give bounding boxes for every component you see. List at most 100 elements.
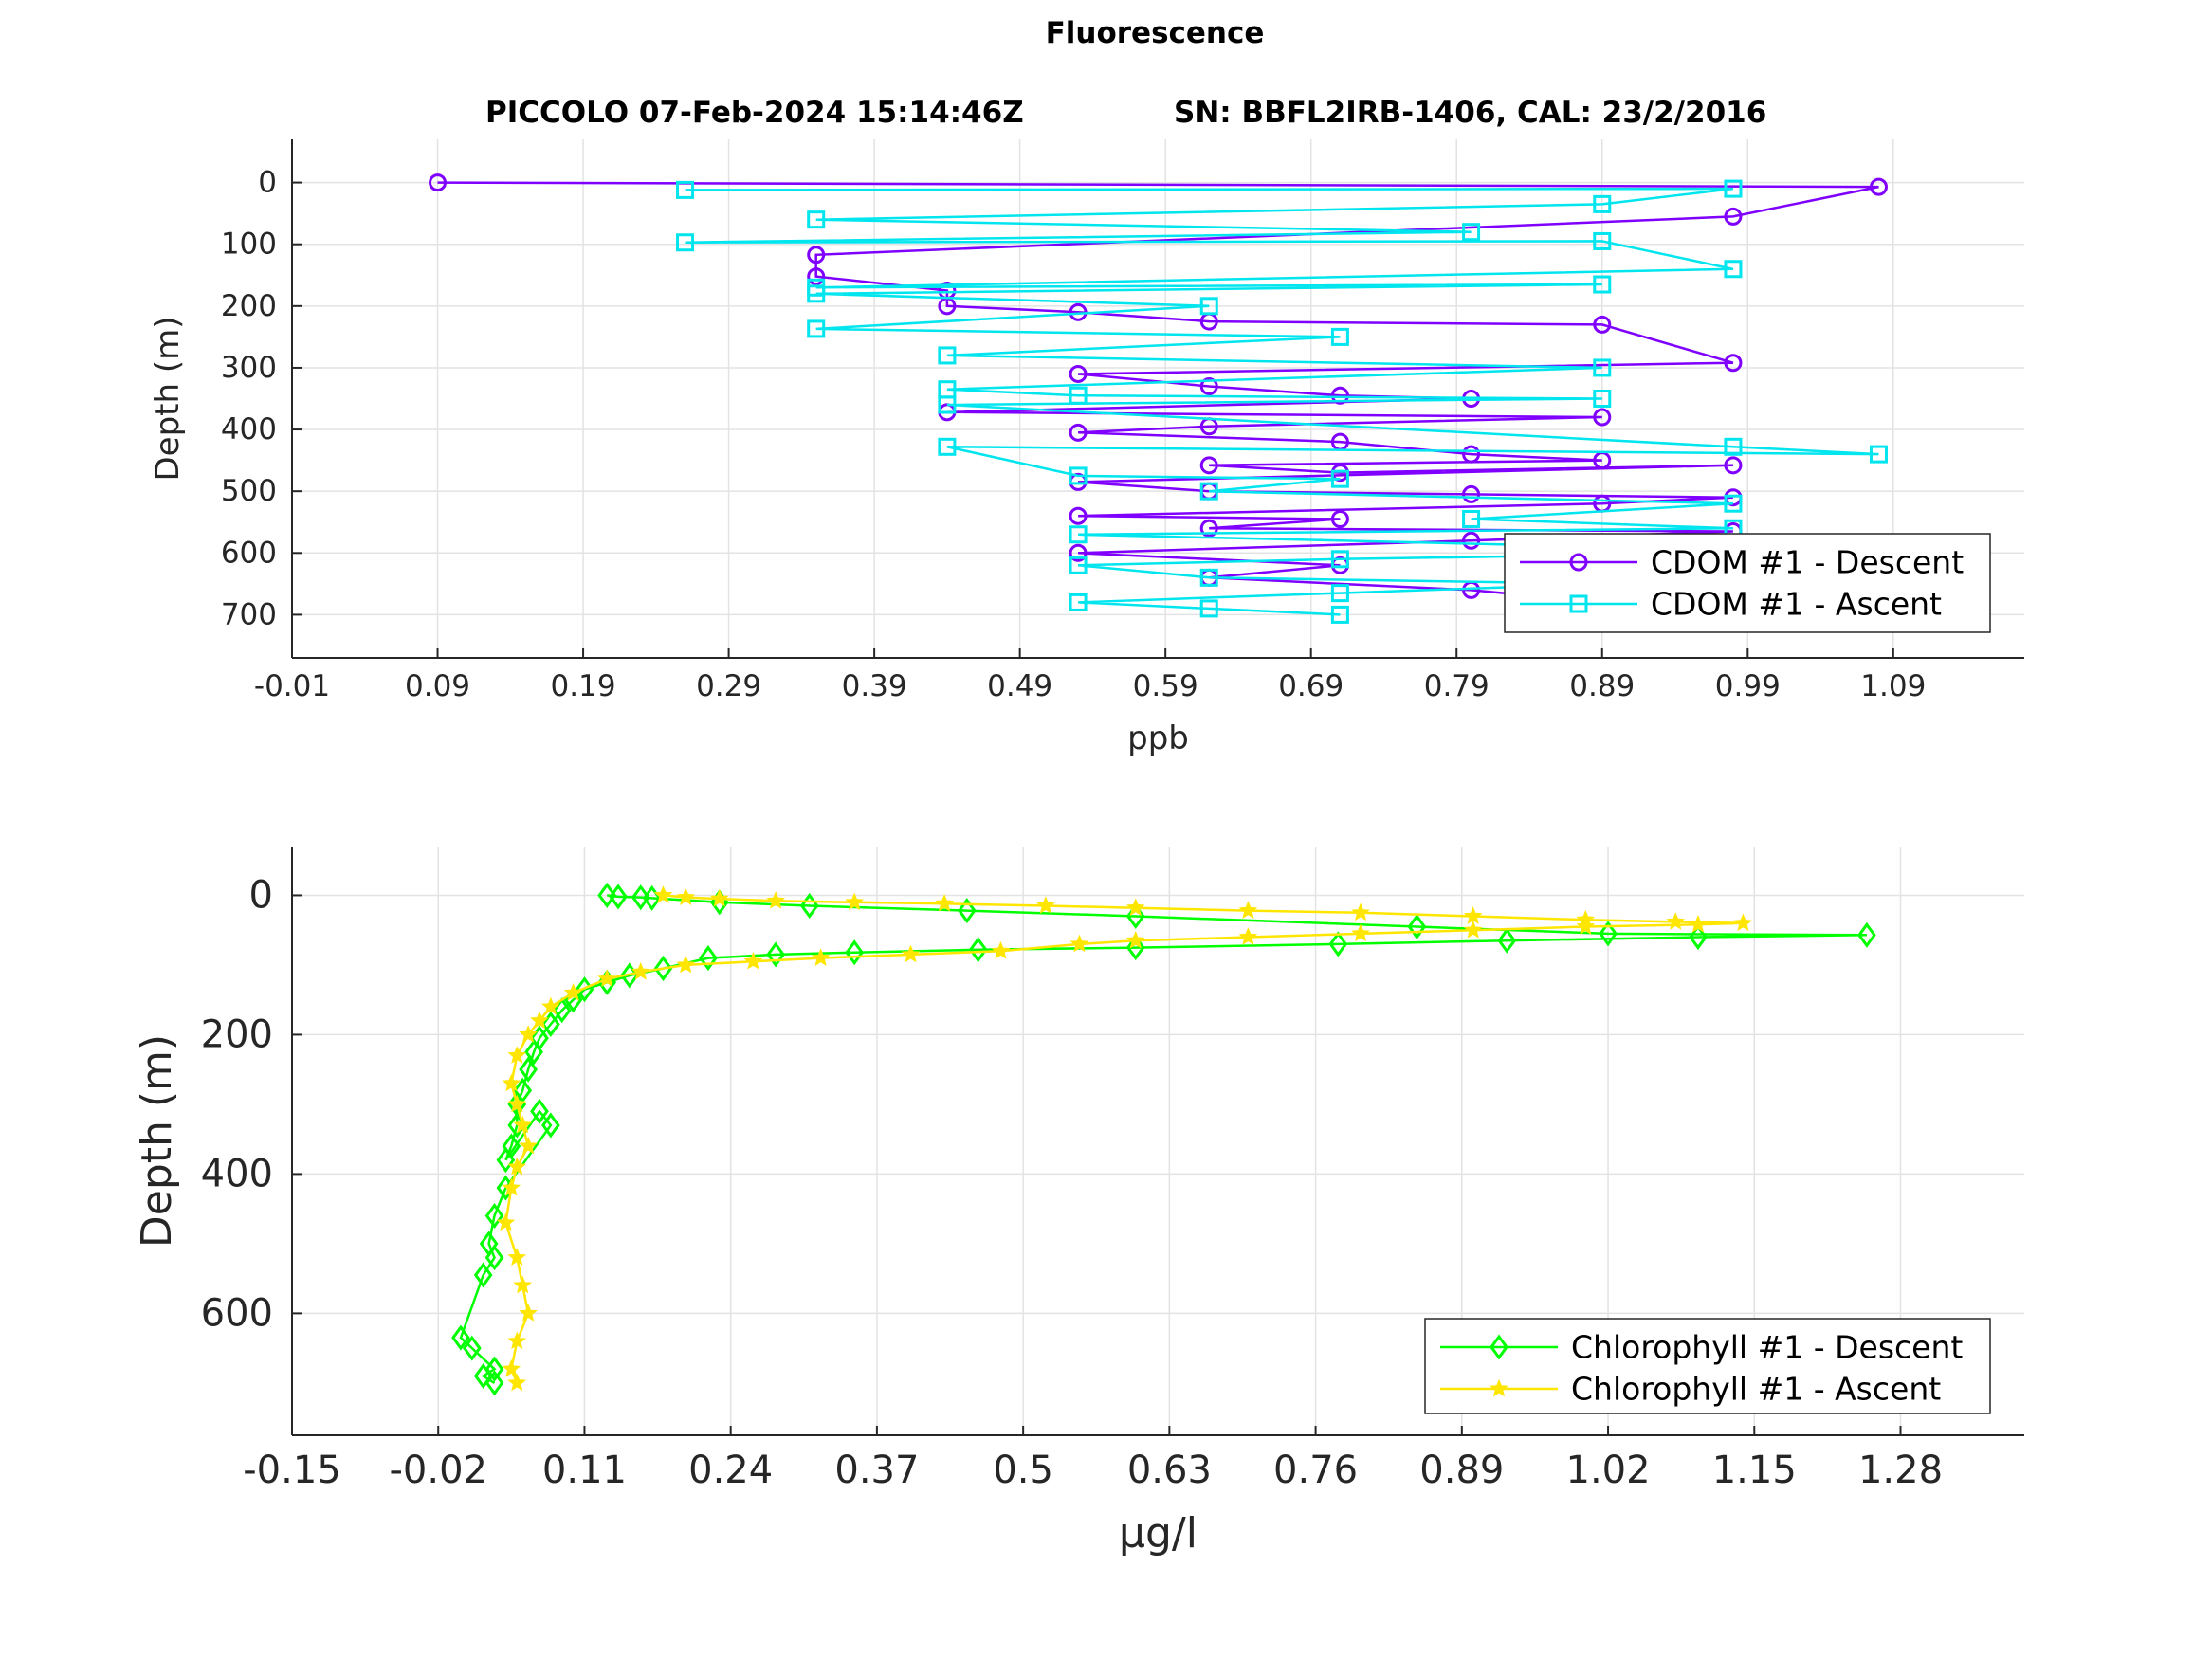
data-point [968,937,988,963]
data-point [519,1136,538,1155]
data-point [1593,390,1612,408]
data-point [1330,509,1349,528]
x-tick-label: -0.15 [243,1449,341,1492]
data-point [807,210,826,229]
data-point [1593,231,1612,250]
data-point [1407,913,1427,940]
data-point [957,898,977,924]
data-point [1593,408,1612,427]
data-point [1330,327,1349,346]
legend-marker [1490,1378,1508,1397]
data-point [1069,934,1089,953]
legend-label: Chlorophyll #1 - Ascent [1571,1371,1941,1408]
data-point [1069,525,1088,544]
data-point [938,395,957,414]
data-point [541,996,560,1015]
legend-marker [1490,1334,1508,1360]
data-point [1125,935,1145,961]
x-tick-label: 0.09 [405,669,470,703]
data-point [484,1370,504,1396]
data-point [541,1011,560,1037]
x-tick-label: -0.02 [389,1449,487,1492]
data-point [901,944,921,963]
data-point [563,982,583,1001]
data-point [1330,550,1349,569]
data-point [1125,930,1145,949]
series-line [459,894,1867,1384]
y-tick-label: 100 [221,228,277,262]
data-point [1199,482,1218,501]
x-tick-label: 0.29 [696,669,761,703]
data-point [1689,923,1708,951]
data-point [1463,920,1483,939]
data-point [502,1177,521,1196]
x-tick-label: 1.28 [1858,1449,1943,1492]
data-point [1330,584,1349,603]
data-point [807,267,826,286]
data-point [1351,902,1370,921]
x-tick-label: 0.11 [542,1449,627,1492]
x-tick-label: 0.59 [1133,669,1198,703]
data-point [507,1046,527,1064]
data-point [1069,592,1088,611]
data-point [484,1202,504,1230]
data-point [807,284,826,303]
x-tick-label: 1.02 [1566,1449,1651,1492]
x-tick-label: 0.99 [1715,669,1781,703]
figure-subtitle-left: PICCOLO 07-Feb-2024 15:14:46Z [485,96,1024,130]
data-point [1199,297,1218,316]
y-tick-label: 600 [201,1291,273,1335]
data-point [1724,456,1743,475]
legend: CDOM #1 - Descent CDOM #1 - Ascent [1504,533,1991,633]
legend: Chlorophyll #1 - Descent Chlorophyll #1 -… [1424,1318,1991,1414]
data-point [743,951,763,970]
x-tick-label: 0.69 [1278,669,1344,703]
data-point [609,884,628,910]
data-point [676,180,695,199]
legend-marker [1569,553,1588,572]
legend-marker [1569,594,1588,613]
data-point [1330,605,1349,624]
data-point [484,1245,504,1271]
y-tick-label: 200 [201,1012,273,1056]
x-tick-label: 0.49 [987,669,1052,703]
data-point [1462,531,1481,550]
data-point [1724,179,1743,198]
data-point [530,1098,549,1124]
legend-box [1504,533,1991,633]
x-tick-label: 0.5 [993,1449,1053,1492]
data-point [1351,923,1370,942]
cdom-axes: -0.01 0.09 0.19 0.29 0.39 0.49 0.59 0.69 0.79 0.8… [149,139,2024,757]
legend-box [1424,1318,1991,1414]
x-tick-label: 0.39 [842,669,907,703]
data-point [507,1157,527,1176]
data-point [462,1335,482,1361]
data-point [1869,177,1888,196]
data-point [1069,423,1088,442]
data-point [845,939,865,966]
data-point [1069,466,1088,485]
data-point [1724,437,1743,456]
data-point [631,961,650,980]
series-line [685,187,1879,616]
data-point [597,882,617,908]
y-tick-label: 300 [221,351,277,385]
y-tick-label: 200 [221,289,277,323]
x-axis-label: μg/l [1119,1509,1197,1558]
data-point [1069,364,1088,383]
y-tick-label: 0 [258,166,277,200]
data-point [1733,913,1753,932]
y-tick-label: 400 [221,412,277,447]
y-tick-label: 700 [221,597,277,631]
data-point [1199,456,1218,475]
legend-label: CDOM #1 - Descent [1651,544,1964,581]
data-point [1724,260,1743,279]
data-point [473,1262,493,1288]
chlorophyll-axes: -0.15 -0.02 0.11 0.24 0.37 0.5 0.63 0.76 0.89 1.0… [133,847,2024,1558]
data-point [1593,358,1612,377]
data-point [507,1331,527,1350]
data-point [513,1115,533,1134]
data-point [807,319,826,338]
data-point [473,1362,493,1390]
data-point [1593,275,1612,294]
